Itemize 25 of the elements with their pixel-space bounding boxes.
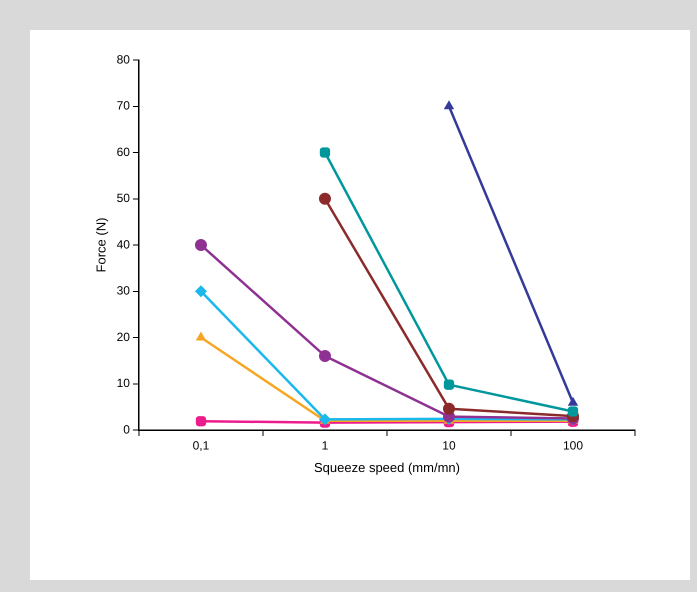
y-axis-title: Force (N) — [93, 218, 108, 272]
y-tick-label: 20 — [116, 330, 130, 344]
y-tick-label: 70 — [116, 98, 130, 113]
x-tick-label: 0,1 — [192, 438, 210, 453]
point — [194, 239, 207, 251]
y-tick-label: 30 — [116, 284, 130, 298]
y-tick-label: 10 — [116, 376, 130, 390]
point — [444, 380, 454, 390]
point — [196, 332, 206, 340]
x-tick-label: 1 — [322, 438, 329, 453]
x-tick-label: 100 — [562, 438, 584, 453]
point — [568, 406, 578, 417]
x-axis-title: Squeeze speed (mm/mn) — [314, 460, 460, 475]
y-tick-label: 50 — [116, 191, 130, 206]
y-tick-label: 60 — [116, 144, 130, 159]
point — [318, 350, 331, 362]
y-tick-label: 80 — [116, 52, 130, 66]
point — [442, 402, 455, 415]
y-tick-label: 40 — [116, 237, 130, 252]
point — [318, 192, 331, 205]
x-tick-label: 10 — [442, 438, 456, 453]
point — [194, 285, 207, 298]
y-tick-label: 0 — [123, 422, 130, 436]
point — [320, 147, 330, 158]
point — [196, 416, 206, 426]
